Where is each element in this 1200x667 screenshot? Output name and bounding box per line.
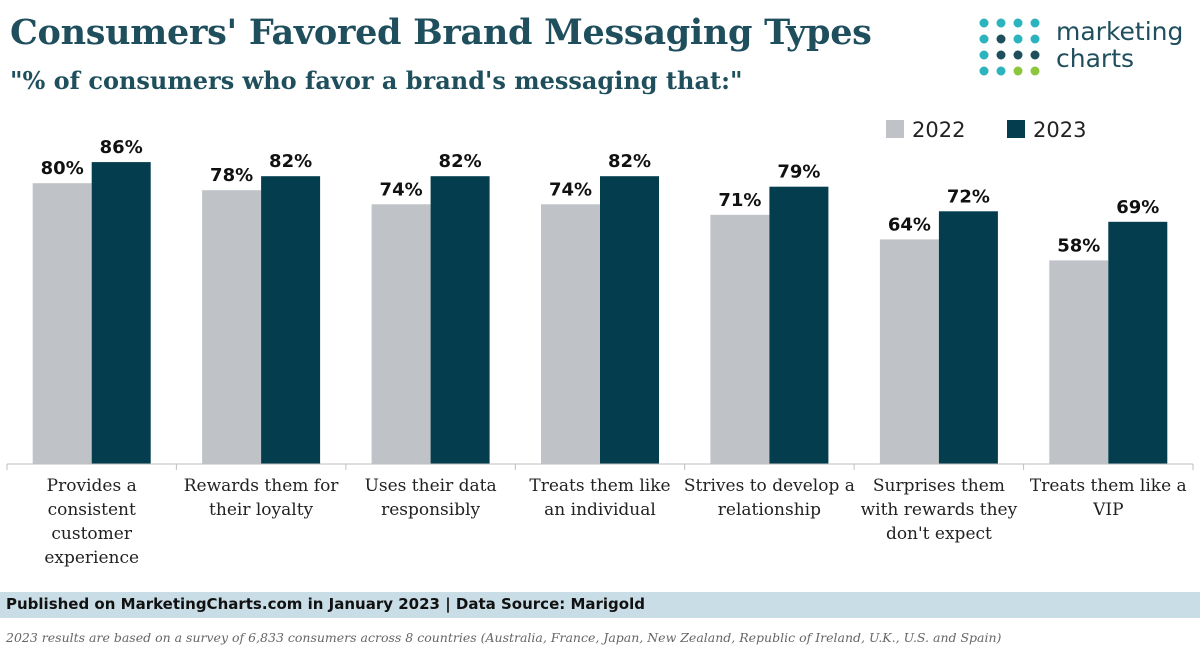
bar-2022 xyxy=(879,239,939,464)
chart-subtitle: "% of consumers who favor a brand's mess… xyxy=(10,66,743,95)
logo-dot xyxy=(979,50,989,60)
category-label-line: Provides a xyxy=(47,476,137,496)
bar-2022 xyxy=(541,204,600,465)
bar-chart: 2022 2023 80% 86% Provides a consistent custom… xyxy=(6,118,1194,568)
category-label-line: relationship xyxy=(718,500,821,520)
bar-2023 xyxy=(261,176,321,464)
legend-swatch-2023 xyxy=(1007,120,1025,138)
category-label: Provides a consistent customer experience xyxy=(44,476,139,568)
bar-value-label: 82% xyxy=(269,151,312,172)
bar-value-label: 78% xyxy=(210,165,253,186)
bar-value-label: 69% xyxy=(1116,197,1159,218)
category-label-line: Surprises them xyxy=(873,476,1005,496)
bar-value-label: 86% xyxy=(100,137,143,158)
survey-note: 2023 results are based on a survey of 6,… xyxy=(6,630,1002,645)
bar-value-label: 80% xyxy=(41,158,84,179)
logo-wordmark: marketing charts xyxy=(1056,18,1183,72)
category-label: Strives to develop a relationship xyxy=(684,476,855,520)
logo-word-marketing: marketing xyxy=(1056,17,1184,46)
bar-2023 xyxy=(91,162,151,464)
category-label: Uses their data responsibly xyxy=(365,476,497,520)
logo-word-charts: charts xyxy=(1056,44,1135,73)
legend-swatch-2022 xyxy=(886,120,904,138)
category-label-line: Treats them like a xyxy=(1030,476,1187,496)
marketingcharts-logo: marketing charts xyxy=(976,16,1196,80)
category-label-line: Uses their data xyxy=(365,476,497,496)
category-label-line: Strives to develop a xyxy=(684,476,855,496)
legend-label-2022: 2022 xyxy=(912,118,965,142)
category-label: Surprises them with rewards they don't exp… xyxy=(861,476,1018,544)
logo-dot xyxy=(1013,34,1023,44)
bar-value-label: 82% xyxy=(439,151,482,172)
logo-dot xyxy=(979,18,989,28)
bar-value-label: 74% xyxy=(549,179,592,200)
category-label-line: don't expect xyxy=(886,524,992,544)
legend-label-2023: 2023 xyxy=(1033,118,1086,142)
bar-2023 xyxy=(938,211,998,464)
category-label-line: an individual xyxy=(544,500,656,520)
logo-dot xyxy=(996,66,1006,76)
bar-value-label: 58% xyxy=(1057,235,1100,256)
logo-dot xyxy=(1030,66,1040,76)
category-label-line: Treats them like xyxy=(529,476,670,496)
bar-2022 xyxy=(710,214,770,464)
logo-dot xyxy=(1030,34,1040,44)
category-label-line: with rewards they xyxy=(861,500,1018,520)
logo-dot xyxy=(996,50,1006,60)
category-label: Treats them like an individual xyxy=(529,476,670,520)
logo-dot xyxy=(1030,50,1040,60)
category-label-line: their loyalty xyxy=(209,500,313,520)
bar-value-label: 79% xyxy=(777,162,820,183)
bar-2023 xyxy=(769,186,829,464)
logo-dot xyxy=(1013,66,1023,76)
category-label-line: consistent xyxy=(48,500,136,520)
category-label-line: VIP xyxy=(1092,500,1123,520)
logo-dot xyxy=(1030,18,1040,28)
bar-2023 xyxy=(600,176,659,464)
logo-dot xyxy=(1013,50,1023,60)
bar-2022 xyxy=(202,190,262,464)
bar-2023 xyxy=(1108,221,1168,464)
category-label-line: Rewards them for xyxy=(184,476,340,496)
logo-dot xyxy=(979,34,989,44)
bar-2022 xyxy=(32,183,92,464)
footer-bar: Published on MarketingCharts.com in Janu… xyxy=(0,592,1200,618)
bar-value-label: 74% xyxy=(380,179,423,200)
bar-value-label: 82% xyxy=(608,151,651,172)
bar-value-label: 64% xyxy=(888,214,931,235)
bar-2023 xyxy=(430,176,490,464)
logo-dot xyxy=(1013,18,1023,28)
bar-value-label: 71% xyxy=(718,190,761,211)
source-line: Published on MarketingCharts.com in Janu… xyxy=(6,595,645,613)
bar-2022 xyxy=(371,204,431,465)
bar-2022 xyxy=(1049,260,1109,464)
category-label: Treats them like a VIP xyxy=(1030,476,1187,520)
logo-dots-icon xyxy=(979,18,1040,76)
category-label-line: experience xyxy=(44,548,139,568)
logo-dot xyxy=(979,66,989,76)
category-label-line: customer xyxy=(51,524,132,544)
chart-title: Consumers' Favored Brand Messaging Types xyxy=(10,12,872,53)
category-label: Rewards them for their loyalty xyxy=(184,476,340,520)
logo-dot xyxy=(996,18,1006,28)
bar-value-label: 72% xyxy=(947,186,990,207)
category-label-line: responsibly xyxy=(381,500,480,520)
logo-dot xyxy=(996,34,1006,44)
